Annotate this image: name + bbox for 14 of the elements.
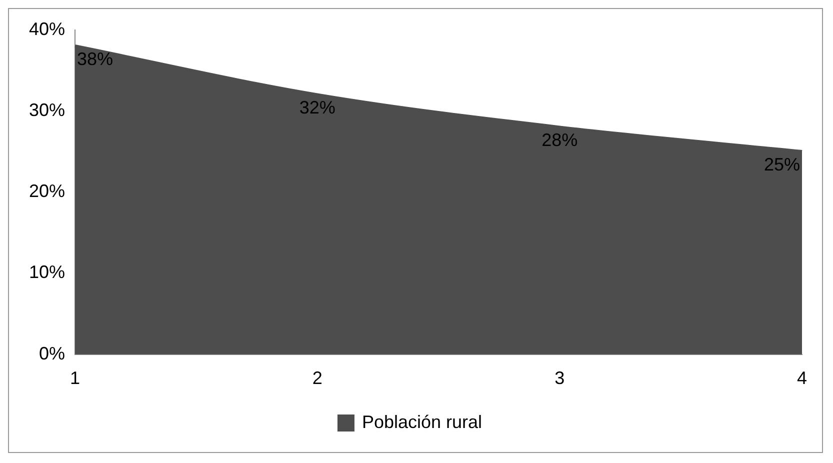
x-tick-label: 1	[70, 368, 80, 388]
x-tick-label: 3	[554, 368, 565, 388]
y-tick-label: 10%	[28, 262, 66, 282]
data-label: 25%	[764, 154, 800, 174]
data-label: 38%	[77, 49, 114, 69]
x-tick-label: 2	[312, 368, 322, 388]
y-tick-label: 20%	[28, 181, 66, 202]
y-tick-label: 30%	[28, 100, 66, 120]
y-tick-label: 0%	[39, 343, 66, 364]
data-label: 32%	[299, 98, 336, 118]
y-tick-label: 40%	[28, 18, 66, 39]
legend-label: Población rural	[362, 412, 482, 432]
x-tick-label: 4	[796, 368, 808, 388]
data-label: 28%	[542, 130, 578, 150]
